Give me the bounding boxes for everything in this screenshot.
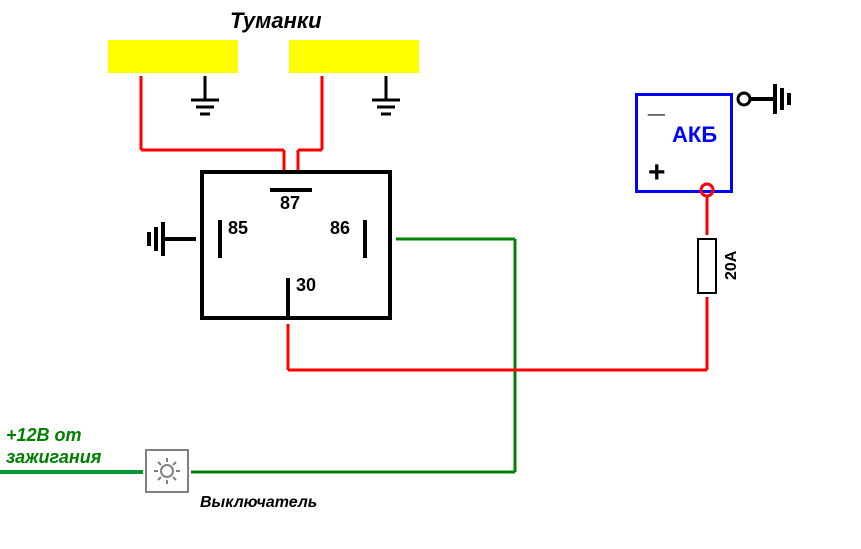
wire-switch-to-ignition	[0, 0, 861, 549]
ignition-label-2: зажигания	[6, 447, 101, 468]
ignition-label-1: +12В от	[6, 425, 82, 446]
